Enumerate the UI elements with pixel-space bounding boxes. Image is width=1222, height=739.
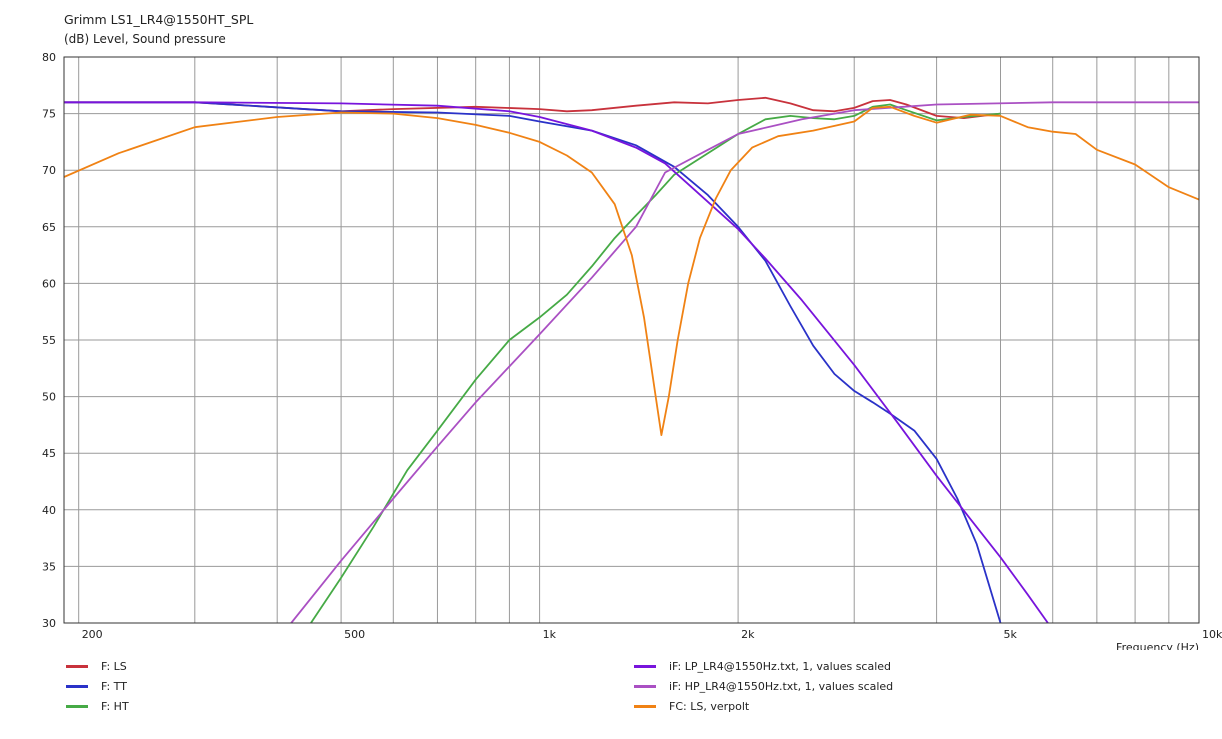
legend-item: iF: LP_LR4@1550Hz.txt, 1, values scaled <box>634 658 891 674</box>
x-tick-label: 500 <box>344 628 365 641</box>
x-tick-labels: 200 500 1k 2k 5k 10k <box>82 628 1222 641</box>
legend-item: F: HT <box>66 698 129 714</box>
legend-item: FC: LS, verpolt <box>634 698 749 714</box>
y-tick-label: 30 <box>42 617 56 630</box>
y-tick-label: 40 <box>42 504 56 517</box>
legend-label: F: HT <box>101 699 129 713</box>
legend-item: F: LS <box>66 658 127 674</box>
series-line-1 <box>64 101 1002 623</box>
series-line-4 <box>290 101 1199 623</box>
legend-label: F: TT <box>101 679 127 693</box>
legend-swatch <box>66 704 88 708</box>
series-lines <box>64 96 1199 623</box>
legend-label: iF: LP_LR4@1550Hz.txt, 1, values scaled <box>669 659 892 673</box>
x-tick-label: 10k <box>1202 628 1222 641</box>
legend-item: F: TT <box>66 678 127 694</box>
legend-swatch <box>66 684 88 688</box>
y-tick-label: 60 <box>42 277 56 290</box>
y-tick-label: 50 <box>42 391 56 404</box>
legend-label: F: LS <box>101 659 127 673</box>
frequency-response-chart: 30 35 40 45 50 55 60 65 70 75 80 200 500 1k 2k 5k 10k F… <box>42 51 1222 650</box>
y-tick-label: 45 <box>42 447 56 460</box>
legend-item: iF: HP_LR4@1550Hz.txt, 1, values scaled <box>634 678 893 694</box>
chart-title: Grimm LS1_LR4@1550HT_SPL <box>64 12 254 27</box>
plot-frame <box>63 56 1200 624</box>
series-line-3 <box>64 101 1049 623</box>
series-line-5 <box>64 105 1199 436</box>
chart-subtitle: (dB) Level, Sound pressure <box>64 32 226 46</box>
y-tick-labels: 30 35 40 45 50 55 60 65 70 75 80 <box>42 51 56 630</box>
legend-swatch <box>634 664 656 668</box>
legend-swatch <box>634 704 656 708</box>
x-axis-label: Frequency (Hz) <box>1116 641 1199 650</box>
x-tick-label: 2k <box>741 628 755 641</box>
legend-swatch <box>66 664 88 668</box>
series-line-2 <box>310 103 1001 623</box>
y-tick-label: 35 <box>42 560 56 573</box>
legend-label: iF: HP_LR4@1550Hz.txt, 1, values scaled <box>669 679 894 693</box>
series-line-0 <box>64 96 1001 119</box>
y-tick-label: 65 <box>42 221 56 234</box>
legend-label: FC: LS, verpolt <box>669 699 750 713</box>
y-tick-label: 70 <box>42 164 56 177</box>
legend-swatch <box>634 684 656 688</box>
x-tick-label: 200 <box>82 628 103 641</box>
y-tick-label: 75 <box>42 108 56 121</box>
y-tick-label: 80 <box>42 51 56 64</box>
grid <box>64 56 1200 624</box>
x-tick-label: 5k <box>1003 628 1017 641</box>
x-tick-label: 1k <box>543 628 557 641</box>
y-tick-label: 55 <box>42 334 56 347</box>
